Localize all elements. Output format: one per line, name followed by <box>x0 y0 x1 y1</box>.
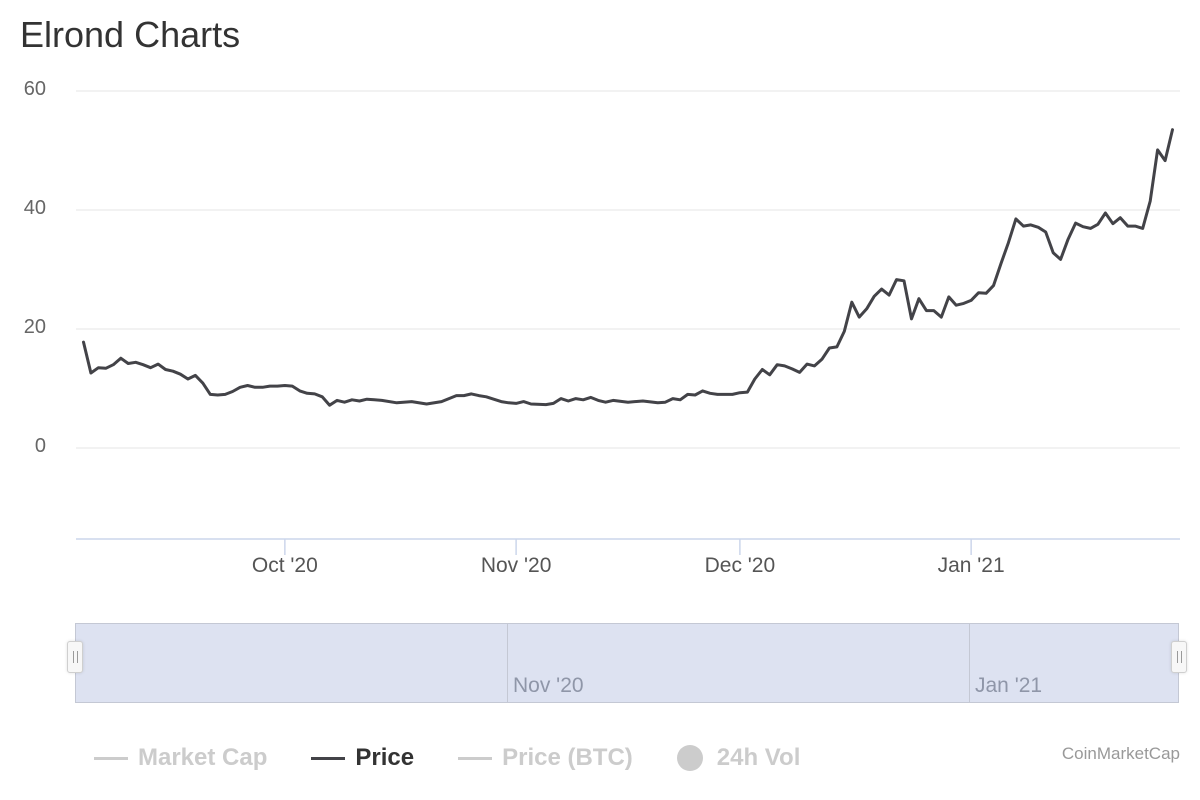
circle-swatch-icon <box>676 745 703 771</box>
x-tick-label: Jan '21 <box>937 554 1005 577</box>
grip-icon <box>1176 651 1182 663</box>
legend-item-market-cap[interactable]: Market Cap <box>94 744 267 772</box>
navigator-gridline <box>507 624 508 702</box>
navigator-range-selector[interactable]: Nov '20 Jan '21 <box>75 623 1179 703</box>
x-tick-label: Dec '20 <box>704 554 776 577</box>
grip-icon <box>72 651 78 663</box>
legend-label: 24h Vol <box>716 744 801 771</box>
legend-label: Price <box>355 744 415 771</box>
line-swatch-icon <box>311 756 346 760</box>
x-tick-label: Oct '20 <box>251 554 318 577</box>
price-series-line <box>82 128 1174 407</box>
legend-label: Market Cap <box>138 744 268 771</box>
chart-credit[interactable]: CoinMarketCap <box>1061 744 1180 763</box>
chart-title: Elrond Charts <box>20 14 241 55</box>
x-tick-label: Nov '20 <box>480 554 552 577</box>
navigator-gridline <box>969 624 970 702</box>
line-swatch-icon <box>458 756 493 760</box>
y-tick-label: 40 <box>23 197 46 219</box>
y-tick-label: 0 <box>34 435 46 457</box>
legend-item-price[interactable]: Price <box>311 744 414 772</box>
legend-label: Price (BTC) <box>502 744 633 771</box>
navigator-label-jan: Jan '21 <box>975 674 1043 697</box>
line-swatch-icon <box>94 756 128 760</box>
chart-legend: Market Cap Price Price (BTC) 24h Vol <box>94 744 844 772</box>
navigator-right-handle[interactable] <box>1171 641 1187 673</box>
legend-item-price-btc[interactable]: Price (BTC) <box>458 744 633 772</box>
y-tick-label: 20 <box>23 316 46 338</box>
navigator-left-handle[interactable] <box>67 641 83 673</box>
legend-item-24h-vol[interactable]: 24h Vol <box>676 744 801 772</box>
navigator-label-nov: Nov '20 <box>513 674 584 697</box>
y-tick-label: 60 <box>23 78 46 100</box>
